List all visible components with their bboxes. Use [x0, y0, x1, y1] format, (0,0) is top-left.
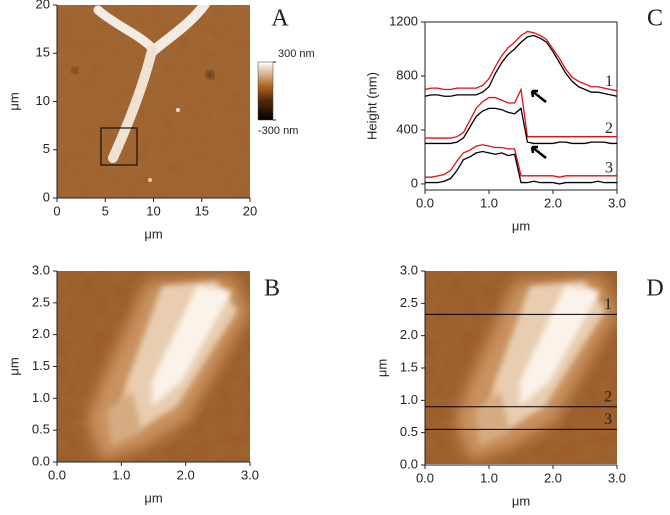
y-tick-label: 2.5 [400, 295, 418, 310]
x-tick-label: 0.0 [416, 195, 434, 210]
panel-letter: A [271, 6, 289, 32]
x-tick-label: 0.0 [416, 470, 434, 485]
panel-letter: C [647, 6, 663, 32]
plot-frame [424, 21, 618, 191]
y-tick-label: 1.5 [32, 358, 50, 373]
y-axis-title: μm [6, 92, 21, 110]
y-tick-label: 20 [36, 0, 50, 11]
arrow [530, 145, 547, 159]
afm-image-d [425, 271, 618, 464]
series-label: 2 [605, 120, 613, 137]
profile-curve [424, 30, 618, 92]
profile-curve [424, 34, 618, 97]
x-axis-title: μm [512, 218, 530, 233]
x-tick-label: 3.0 [241, 467, 259, 482]
x-tick-label: 1.0 [480, 195, 498, 210]
profile-curve [425, 144, 617, 178]
y-tick-label: 3.0 [400, 262, 418, 277]
y-tick-label: 10 [36, 93, 50, 108]
x-tick-label: 0.0 [48, 467, 66, 482]
x-tick-label: 1.0 [112, 467, 130, 482]
series-label: 1 [605, 73, 613, 90]
colorbar-label: 300 nm [278, 48, 315, 60]
profile-curve [425, 87, 617, 139]
y-tick-label: 15 [36, 45, 50, 60]
series-label: 3 [605, 159, 613, 176]
x-axis-title: μm [512, 493, 530, 508]
x-tick-label: 2.0 [544, 470, 562, 485]
arrow [530, 89, 547, 103]
zoom-box [100, 127, 138, 166]
y-tick-label: 1.5 [400, 359, 418, 374]
x-tick-label: 5 [102, 203, 109, 218]
y-tick-label: 3.0 [32, 262, 50, 277]
profile-curve [425, 107, 617, 145]
x-tick-label: 3.0 [608, 195, 626, 210]
y-tick-label: 2.0 [400, 327, 418, 342]
y-tick-label: 0 [43, 189, 50, 204]
colorbar-label: -300 nm [258, 125, 298, 137]
profile-label: 1 [604, 296, 612, 313]
x-tick-label: 3.0 [608, 470, 626, 485]
y-tick-label: 0 [411, 175, 418, 190]
y-tick-label: 800 [396, 67, 418, 82]
x-tick-label: 0 [53, 203, 60, 218]
x-axis-title: μm [144, 226, 162, 241]
y-axis-title: μm [6, 357, 21, 375]
profile-curve [425, 150, 617, 185]
x-axis-title: μm [144, 490, 162, 505]
profile-label: 3 [604, 411, 612, 428]
afm-image-b [57, 271, 250, 464]
x-tick-label: 10 [146, 203, 160, 218]
panel-letter: D [646, 276, 663, 302]
y-axis-title: Height (nm) [364, 72, 379, 140]
profile-label: 2 [604, 388, 612, 405]
x-tick-label: 2.0 [177, 467, 195, 482]
colorbar [257, 61, 274, 121]
x-tick-label: 20 [243, 203, 257, 218]
afm-image-a [57, 5, 250, 198]
y-tick-label: 0.5 [400, 424, 418, 439]
y-tick-label: 2.0 [32, 326, 50, 341]
y-tick-label: 400 [396, 121, 418, 136]
x-tick-label: 15 [195, 203, 209, 218]
x-tick-label: 2.0 [544, 195, 562, 210]
y-tick-label: 1.0 [32, 390, 50, 405]
y-tick-label: 0.5 [32, 422, 50, 437]
y-tick-label: 0.0 [400, 456, 418, 471]
y-tick-label: 5 [43, 141, 50, 156]
y-tick-label: 1.0 [400, 392, 418, 407]
y-tick-label: 2.5 [32, 294, 50, 309]
y-tick-label: 1200 [389, 13, 418, 28]
x-tick-label: 1.0 [480, 470, 498, 485]
y-tick-label: 0.0 [32, 453, 50, 468]
panel-letter: B [264, 276, 280, 302]
y-axis-title: μm [374, 359, 389, 377]
